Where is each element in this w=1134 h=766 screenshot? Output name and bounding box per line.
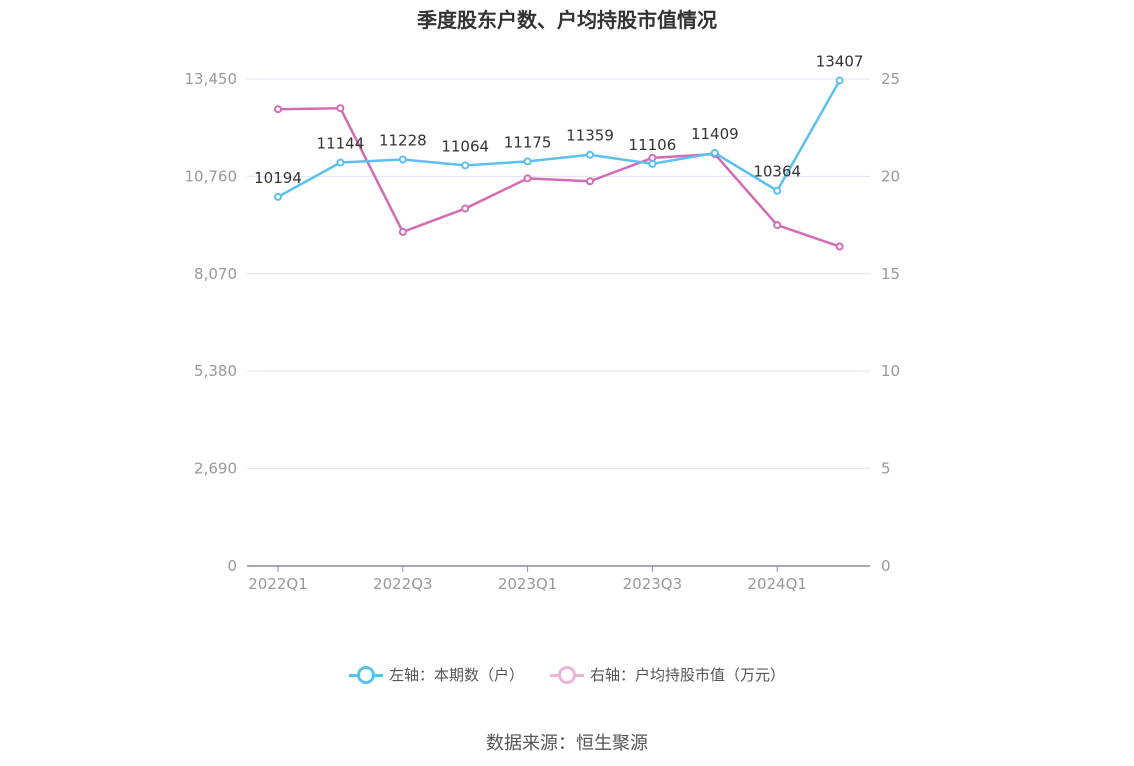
left-series-point [523, 157, 532, 166]
legend: 左轴：本期数（户） 右轴：户均持股市值（万元） [0, 664, 1134, 685]
y-right-tick-label: 25 [881, 70, 900, 88]
data-label: 13407 [816, 53, 864, 71]
data-labels: 10194 11144 11228 11064 11175 11359 11106 11409… [254, 53, 863, 187]
right-series-point [274, 105, 282, 114]
series-layer [274, 76, 844, 251]
data-label: 11106 [629, 136, 677, 154]
x-tick-label: 2023Q3 [623, 575, 683, 593]
data-label: 11144 [317, 134, 365, 152]
left-series-line [277, 79, 841, 198]
right-series-point [336, 104, 345, 113]
legend-label-right: 右轴：户均持股市值（万元） [590, 666, 786, 684]
left-series-point [336, 158, 345, 167]
left-series-point [274, 192, 282, 201]
y-left-tick-label: 8,070 [194, 265, 237, 283]
left-series-point [398, 155, 407, 164]
right-series-point [773, 221, 782, 230]
legend-marker-right-icon [550, 665, 584, 685]
right-series-point [461, 204, 470, 213]
y-right-tick-label: 0 [881, 557, 891, 575]
right-series-point [398, 227, 407, 236]
data-label: 11228 [379, 131, 427, 149]
x-tick-label: 2022Q3 [373, 575, 433, 593]
data-label: 11175 [504, 133, 552, 151]
left-series-point [586, 150, 594, 159]
legend-marker-left-icon [348, 665, 383, 685]
left-series-point [710, 148, 719, 157]
grid-lines [247, 78, 870, 470]
data-label: 10194 [254, 169, 302, 187]
left-series-point [773, 186, 782, 195]
chart-title: 季度股东户数、户均持股市值情况 [417, 8, 717, 32]
left-series-point [835, 76, 844, 85]
right-series-point [586, 177, 594, 186]
y-left-tick-label: 0 [227, 557, 237, 575]
y-right-tick-label: 15 [881, 265, 900, 283]
y-right-tick-label: 20 [881, 167, 900, 185]
x-tick-label: 2023Q1 [498, 575, 558, 593]
data-label: 11409 [691, 125, 739, 143]
axes: 0 0 2,690 5 5,380 10 8,070 15 10,760 20 13,450 25 20… [185, 70, 901, 593]
y-left-tick-label: 10,760 [185, 167, 238, 185]
y-left-tick-label: 13,450 [185, 70, 238, 88]
x-tick-label: 2024Q1 [747, 575, 807, 593]
y-right-tick-label: 5 [881, 460, 891, 478]
right-series-point [835, 242, 844, 251]
left-series-point [461, 161, 470, 170]
source-note: 数据来源：恒生聚源 [486, 733, 648, 754]
y-left-tick-label: 2,690 [194, 460, 237, 478]
right-series-line [277, 106, 841, 248]
right-series-point [523, 174, 532, 183]
y-left-tick-label: 5,380 [194, 362, 237, 380]
data-label: 11359 [566, 127, 614, 145]
legend-label-left: 左轴：本期数（户） [388, 666, 524, 684]
legend-item-left-axis[interactable]: 左轴：本期数（户） [348, 664, 524, 685]
left-series-point [648, 159, 657, 168]
y-right-tick-label: 10 [881, 362, 900, 380]
data-label: 11064 [441, 137, 489, 155]
x-tick-label: 2022Q1 [248, 575, 308, 593]
legend-item-right-axis[interactable]: 右轴：户均持股市值（万元） [550, 664, 785, 685]
data-label: 10364 [753, 163, 801, 181]
